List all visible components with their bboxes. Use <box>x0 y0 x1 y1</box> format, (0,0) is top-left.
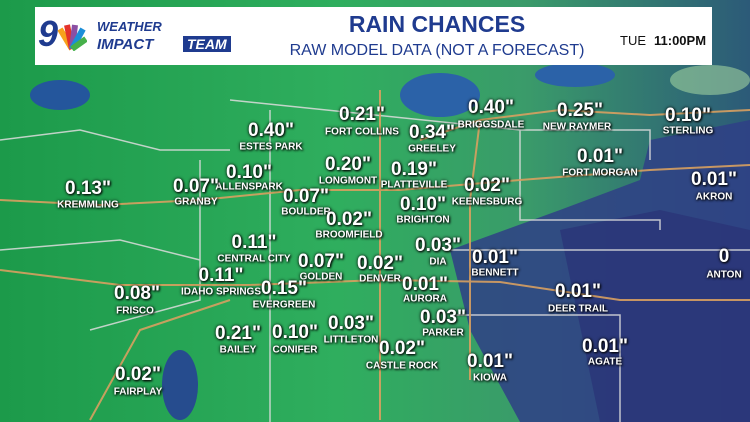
rain-value: 0.13" <box>65 178 111 199</box>
location-name: GRANBY <box>174 196 218 208</box>
rain-value: 0.03" <box>415 235 461 256</box>
rain-value: 0.01" <box>691 169 737 190</box>
location-name: CENTRAL CITY <box>217 253 291 265</box>
header-bar: 9 WEATHER IMPACT TEAM RAIN CHANCES RAW M… <box>35 7 712 65</box>
location-name: AKRON <box>695 191 733 203</box>
location-name: ESTES PARK <box>239 141 303 153</box>
brand-impact: IMPACT <box>97 36 154 53</box>
rain-value: 0.02" <box>379 338 425 359</box>
rain-value: 0.01" <box>402 274 448 295</box>
rain-value: 0.03" <box>328 313 374 334</box>
rain-value: 0.15" <box>261 278 307 299</box>
rain-value: 0.40" <box>468 97 514 118</box>
rain-value: 0.01" <box>472 247 518 268</box>
brand-team: TEAM <box>183 36 231 52</box>
location-name: DIA <box>429 256 447 268</box>
rain-value: 0.34" <box>409 122 455 143</box>
rain-value: 0.10" <box>665 105 711 126</box>
location-name: PARKER <box>422 327 464 339</box>
logo-number: 9 <box>38 13 59 54</box>
rain-value: 0.02" <box>115 364 161 385</box>
location-name: AURORA <box>403 293 447 305</box>
rain-value: 0.19" <box>391 159 437 180</box>
time: 11:00PM <box>654 33 707 48</box>
location-name: KREMMLING <box>57 199 119 211</box>
rain-value: 0.20" <box>325 154 371 175</box>
location-name: FRISCO <box>116 305 154 317</box>
rain-value: 0.25" <box>557 100 603 121</box>
rain-value: 0.03" <box>420 307 466 328</box>
peacock-logo <box>57 24 87 51</box>
location-name: EVERGREEN <box>252 299 316 311</box>
location-name: LONGMONT <box>318 175 378 187</box>
rain-value: 0 <box>718 246 730 267</box>
location-name: ANTON <box>706 269 742 281</box>
location-name: BRIGGSDALE <box>457 119 525 131</box>
location-name: PLATTEVILLE <box>380 179 448 191</box>
location-name: LITTLETON <box>323 334 379 346</box>
rain-value: 0.01" <box>555 281 601 302</box>
rain-value: 0.07" <box>298 251 344 272</box>
location-name: DENVER <box>359 273 401 285</box>
rain-value: 0.07" <box>283 186 329 207</box>
location-name: STERLING <box>662 125 714 137</box>
location-name: FAIRPLAY <box>113 386 163 398</box>
rain-value: 0.02" <box>357 253 403 274</box>
location-name: BRIGHTON <box>396 214 450 226</box>
location-name: AGATE <box>587 356 623 368</box>
rain-value: 0.11" <box>231 232 277 253</box>
location-name: GREELEY <box>408 143 456 155</box>
location-name: BOULDER <box>281 206 331 218</box>
location-name: KIOWA <box>473 372 507 384</box>
rain-value: 0.10" <box>272 322 318 343</box>
location-name: CASTLE ROCK <box>365 360 439 372</box>
day: TUE <box>620 33 646 48</box>
brand-top: WEATHER <box>97 19 162 34</box>
rain-value: 0.02" <box>464 175 510 196</box>
location-name: DEER TRAIL <box>548 303 608 315</box>
location-name: FORT MORGAN <box>562 167 638 179</box>
rain-value: 0.02" <box>326 209 372 230</box>
rain-value: 0.08" <box>114 283 160 304</box>
rain-value: 0.07" <box>173 176 219 197</box>
location-name: NEW RAYMER <box>542 121 612 133</box>
rain-value: 0.11" <box>198 265 244 286</box>
title: RAIN CHANCES <box>348 11 526 37</box>
location-name: BROOMFIELD <box>315 229 383 241</box>
rain-value: 0.10" <box>400 194 446 215</box>
rain-value: 0.01" <box>577 146 623 167</box>
subtitle: RAW MODEL DATA (NOT A FORECAST) <box>289 42 585 59</box>
location-name: FORT COLLINS <box>325 126 399 138</box>
rain-value: 0.21" <box>215 323 261 344</box>
location-name: BENNETT <box>471 267 519 279</box>
location-name: BAILEY <box>219 344 257 356</box>
location-name: GOLDEN <box>299 271 343 283</box>
rain-value: 0.40" <box>248 120 294 141</box>
location-name: ALLENSPARK <box>215 181 283 193</box>
location-name: IDAHO SPRINGS <box>180 286 262 298</box>
rain-value: 0.01" <box>582 336 628 357</box>
rain-value: 0.21" <box>339 104 385 125</box>
rain-value: 0.01" <box>467 351 513 372</box>
location-name: CONIFER <box>272 344 318 356</box>
location-name: KEENESBURG <box>451 196 523 208</box>
rain-value: 0.10" <box>226 162 272 183</box>
